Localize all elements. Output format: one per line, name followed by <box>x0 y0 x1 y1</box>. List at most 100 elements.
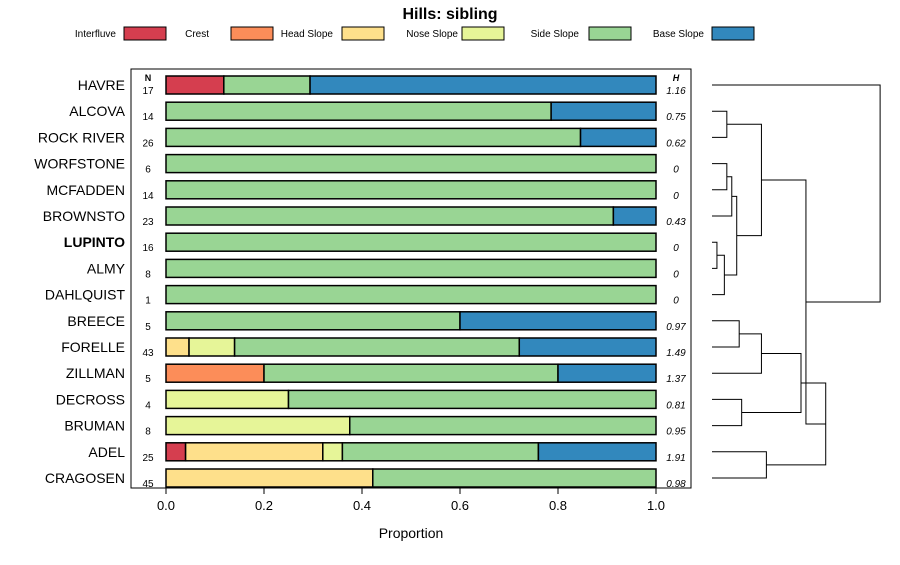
n-column-header: N <box>145 73 152 83</box>
n-value-forelle: 43 <box>142 348 154 359</box>
dendrogram-link-4 <box>712 176 733 217</box>
legend-label-head-slope: Head Slope <box>281 29 334 40</box>
row-label-breece: BREECE <box>67 313 125 329</box>
h-value-brownsto: 0.43 <box>666 217 686 228</box>
bar-segment-cragosen-side-slope <box>372 468 657 488</box>
h-value-zillman: 1.37 <box>666 374 686 385</box>
dendrogram-link-12 <box>712 451 767 479</box>
bar-segment-forelle-side-slope <box>233 337 521 357</box>
h-value-havre: 1.16 <box>666 86 686 97</box>
n-value-mcfadden: 14 <box>142 191 154 202</box>
h-value-rock-river: 0.62 <box>666 138 686 149</box>
h-value-alcova: 0.75 <box>666 112 686 123</box>
row-label-alcova: ALCOVA <box>69 103 125 119</box>
dendrogram <box>712 84 881 479</box>
row-label-adel: ADEL <box>88 444 125 460</box>
bar-segment-zillman-base-slope <box>557 363 657 383</box>
bar-segment-forelle-nose-slope <box>188 337 236 357</box>
x-tick-label-4: 0.8 <box>549 498 567 513</box>
dendrogram-link-1 <box>712 241 718 269</box>
bar-segment-forelle-head-slope <box>165 337 190 357</box>
bar-segment-bruman-nose-slope <box>165 415 351 436</box>
h-value-decross: 0.81 <box>666 400 685 411</box>
n-value-bruman: 8 <box>145 427 151 438</box>
legend-label-nose-slope: Nose Slope <box>406 29 458 40</box>
dendrogram-link-10 <box>712 398 743 427</box>
n-value-dahlquist: 1 <box>145 296 151 307</box>
row-label-havre: HAVRE <box>78 77 125 93</box>
bar-segment-decross-side-slope <box>287 389 657 410</box>
legend-swatch-nose-slope <box>461 26 505 41</box>
legend-swatch-side-slope <box>588 26 632 41</box>
h-value-forelle: 1.49 <box>666 348 686 359</box>
legend: Interfluve Crest Head Slope Nose Slope Side … <box>75 26 755 41</box>
bar-segment-forelle-base-slope <box>518 337 657 357</box>
dendrogram-link-15 <box>712 84 881 303</box>
h-value-breece: 0.97 <box>666 322 686 333</box>
h-value-lupinto: 0 <box>673 243 679 254</box>
n-value-almy: 8 <box>145 269 151 280</box>
row-label-brownsto: BROWNSTO <box>43 208 125 224</box>
bar-segment-breece-side-slope <box>165 311 461 331</box>
n-value-decross: 4 <box>145 400 151 411</box>
legend-swatch-interfluve <box>123 26 167 41</box>
legend-label-base-slope: Base Slope <box>653 29 705 40</box>
row-label-worfstone: WORFSTONE <box>34 156 125 172</box>
h-value-mcfadden: 0 <box>673 191 679 202</box>
dendrogram-link-2 <box>712 254 725 296</box>
dendrogram-link-3 <box>712 163 728 191</box>
bar-segment-adel-interfluve <box>165 442 187 462</box>
bar-segment-dahlquist-side-slope <box>165 284 657 305</box>
bar-segment-almy-side-slope <box>165 258 657 279</box>
legend-swatch-crest <box>230 26 274 41</box>
n-value-rock-river: 26 <box>142 138 154 149</box>
row-label-bruman: BRUMAN <box>64 418 125 434</box>
row-label-cragosen: CRAGOSEN <box>45 470 125 486</box>
h-value-cragosen: 0.98 <box>666 479 686 490</box>
bar-segment-rock-river-base-slope <box>579 127 657 148</box>
row-label-decross: DECROSS <box>56 391 125 407</box>
row-label-zillman: ZILLMAN <box>66 365 125 381</box>
bar-segment-breece-base-slope <box>459 311 657 331</box>
x-tick-label-3: 0.6 <box>451 498 469 513</box>
x-tick-label-0: 0.0 <box>157 498 175 513</box>
n-value-adel: 25 <box>142 453 154 464</box>
bar-segment-brownsto-side-slope <box>165 206 615 226</box>
n-value-breece: 5 <box>145 322 151 333</box>
row-label-dahlquist: DAHLQUIST <box>45 287 126 303</box>
bar-segment-adel-base-slope <box>537 442 657 462</box>
n-value-zillman: 5 <box>145 374 151 385</box>
bar-segment-adel-nose-slope <box>322 442 344 462</box>
legend-label-crest: Crest <box>185 29 209 40</box>
dendrogram-link-14 <box>761 179 826 425</box>
row-label-lupinto: LUPINTO <box>64 234 125 250</box>
bar-segment-brownsto-base-slope <box>612 206 657 226</box>
bar-segment-lupinto-side-slope <box>165 232 657 252</box>
bar-segment-rock-river-side-slope <box>165 127 582 148</box>
h-column-header: H <box>673 73 680 83</box>
dendrogram-link-11 <box>741 353 802 413</box>
legend-label-interfluve: Interfluve <box>75 29 117 40</box>
n-value-alcova: 14 <box>142 112 154 123</box>
dendrogram-link-8 <box>712 320 740 348</box>
bar-segment-mcfadden-side-slope <box>165 180 657 200</box>
row-label-mcfadden: MCFADDEN <box>46 182 125 198</box>
n-value-worfstone: 6 <box>145 165 151 176</box>
bar-segment-havre-interfluve <box>165 75 225 95</box>
plot-frame <box>130 68 692 489</box>
bar-segment-worfstone-side-slope <box>165 153 657 174</box>
bar-segment-cragosen-head-slope <box>165 468 374 488</box>
dendrogram-link-9 <box>712 333 762 374</box>
h-value-dahlquist: 0 <box>673 296 679 307</box>
n-value-cragosen: 45 <box>142 479 154 490</box>
bar-segment-bruman-side-slope <box>349 415 657 436</box>
h-value-almy: 0 <box>673 269 679 280</box>
bar-segment-alcova-base-slope <box>550 101 657 121</box>
dendrogram-link-5 <box>724 195 738 276</box>
chart-title: Hills: sibling <box>402 6 497 23</box>
bar-segment-decross-nose-slope <box>165 389 290 410</box>
x-axis: 0.0 0.2 0.4 0.6 0.8 1.0 <box>157 488 665 513</box>
bar-segment-adel-head-slope <box>184 442 324 462</box>
